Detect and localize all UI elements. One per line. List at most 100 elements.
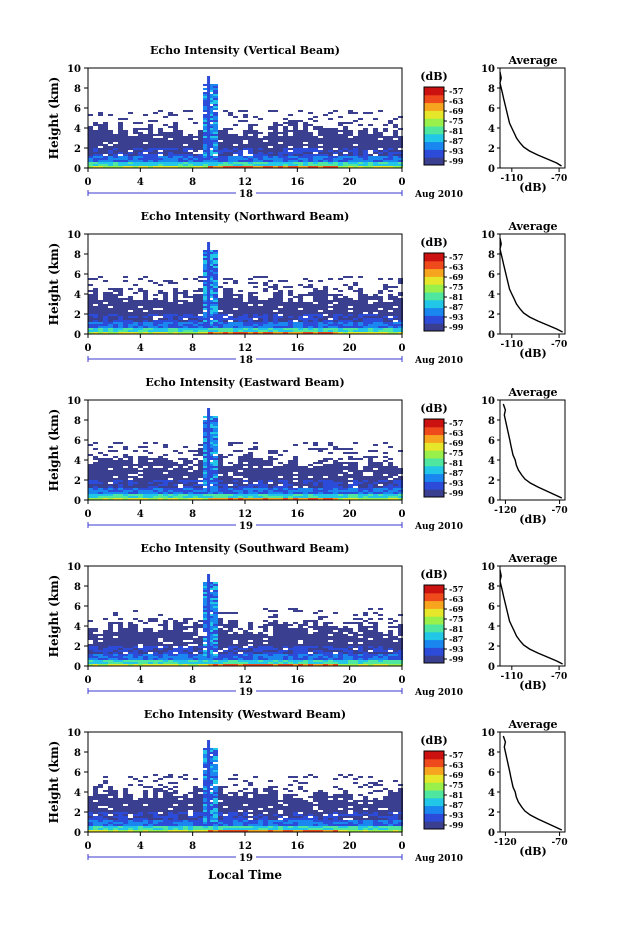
colorbar-tick-label: -81 bbox=[449, 126, 463, 136]
profile-frame bbox=[499, 233, 566, 335]
colorbar-tick-label: -81 bbox=[449, 458, 463, 468]
colorbar-tick-label: -57 bbox=[449, 252, 463, 262]
x-tick-label: 4 bbox=[137, 343, 144, 354]
profile-title: Average bbox=[507, 718, 557, 731]
x-tick-label: 20 bbox=[343, 675, 357, 686]
colorbar-unit: (dB) bbox=[420, 734, 447, 747]
profile-frame bbox=[499, 67, 566, 169]
colorbar bbox=[424, 751, 444, 830]
y-tick-label: 0 bbox=[74, 164, 81, 175]
profile-y-tick-label: 4 bbox=[488, 290, 495, 301]
y-tick-label: 8 bbox=[74, 84, 81, 95]
y-tick-label: 4 bbox=[74, 788, 81, 799]
colorbar-unit: (dB) bbox=[420, 568, 447, 581]
y-tick-label: 2 bbox=[74, 144, 81, 155]
colorbar-tick-label: -93 bbox=[449, 810, 464, 820]
x-tick-label: 8 bbox=[189, 509, 196, 520]
y-tick-label: 8 bbox=[74, 748, 81, 759]
colorbar-tick-label: -57 bbox=[449, 418, 463, 428]
y-tick-label: 2 bbox=[74, 476, 81, 487]
profile-frame bbox=[499, 731, 566, 833]
y-tick-label: 4 bbox=[74, 456, 81, 467]
profile-x-tick-label: -110 bbox=[501, 340, 524, 350]
chart-title: Echo Intensity (Southward Beam) bbox=[141, 542, 350, 555]
profile-x-tick-label: -120 bbox=[494, 838, 517, 848]
month-label: Aug 2010 bbox=[414, 854, 463, 864]
x-tick-label: 12 bbox=[238, 675, 252, 686]
profile-y-tick-label: 8 bbox=[488, 748, 495, 759]
average-profile-line bbox=[502, 403, 563, 499]
x-tick-label: 0 bbox=[399, 841, 406, 852]
profile-y-tick-label: 6 bbox=[488, 104, 495, 115]
x-tick-label: 0 bbox=[85, 841, 92, 852]
profile-title: Average bbox=[507, 552, 557, 565]
y-tick-label: 4 bbox=[74, 290, 81, 301]
profile-x-tick-label: -70 bbox=[551, 672, 567, 682]
profile-y-tick-label: 8 bbox=[488, 250, 495, 261]
panel-4: Echo Intensity (Westward Beam) 0 2 4 6 8 10 Hei… bbox=[47, 708, 568, 864]
x-tick-label: 20 bbox=[343, 841, 357, 852]
month-label: Aug 2010 bbox=[414, 522, 463, 532]
profile-y-tick-label: 0 bbox=[488, 496, 495, 507]
heatmap-field bbox=[88, 574, 403, 666]
y-axis-label: Height (km) bbox=[47, 243, 61, 326]
y-axis-label: Height (km) bbox=[47, 77, 61, 160]
colorbar-tick-label: -81 bbox=[449, 790, 463, 800]
colorbar bbox=[424, 419, 444, 498]
profile-y-tick-label: 8 bbox=[488, 582, 495, 593]
profile-title: Average bbox=[507, 54, 557, 67]
date-label: 19 bbox=[239, 687, 253, 698]
average-profile-line bbox=[499, 569, 563, 665]
average-profile-line bbox=[499, 237, 563, 333]
profile-y-tick-label: 4 bbox=[488, 622, 495, 633]
colorbar bbox=[424, 585, 444, 664]
colorbar-tick-label: -81 bbox=[449, 292, 463, 302]
panel-3: Echo Intensity (Southward Beam) 0 2 4 6 8 10 He… bbox=[47, 542, 567, 698]
colorbar-tick-label: -63 bbox=[449, 760, 464, 770]
colorbar-tick-label: -81 bbox=[449, 624, 463, 634]
profile-y-tick-label: 0 bbox=[488, 662, 495, 673]
colorbar-tick-label: -63 bbox=[449, 262, 464, 272]
convective-spike bbox=[207, 574, 211, 658]
x-tick-label: 0 bbox=[399, 343, 406, 354]
panel-2: Echo Intensity (Eastward Beam) 0 2 4 6 8 10 Hei… bbox=[47, 376, 568, 532]
chart-title: Echo Intensity (Eastward Beam) bbox=[145, 376, 344, 389]
y-tick-label: 4 bbox=[74, 622, 81, 633]
x-tick-label: 4 bbox=[137, 675, 144, 686]
y-tick-label: 0 bbox=[74, 662, 81, 673]
profile-x-tick-label: -70 bbox=[551, 340, 567, 350]
x-tick-label: 0 bbox=[85, 177, 92, 188]
colorbar-frame bbox=[423, 584, 445, 664]
profile-x-label: (dB) bbox=[519, 845, 546, 858]
y-tick-label: 0 bbox=[74, 496, 81, 507]
month-label: Aug 2010 bbox=[414, 688, 463, 698]
colorbar-tick-label: -57 bbox=[449, 750, 463, 760]
profile-y-tick-label: 4 bbox=[488, 124, 495, 135]
profile-x-label: (dB) bbox=[519, 679, 546, 692]
colorbar-tick-label: -99 bbox=[449, 322, 464, 332]
profile-y-tick-label: 0 bbox=[488, 330, 495, 341]
profile-y-tick-label: 10 bbox=[481, 562, 495, 573]
convective-spike bbox=[207, 740, 211, 824]
colorbar-tick-label: -99 bbox=[449, 820, 464, 830]
x-tick-label: 4 bbox=[137, 841, 144, 852]
colorbar-tick-label: -63 bbox=[449, 428, 464, 438]
colorbar-tick-label: -87 bbox=[449, 634, 463, 644]
x-tick-label: 12 bbox=[238, 509, 252, 520]
colorbar-tick-label: -69 bbox=[449, 770, 464, 780]
y-axis-label: Height (km) bbox=[47, 741, 61, 824]
colorbar-tick-label: -93 bbox=[449, 312, 464, 322]
x-tick-label: 4 bbox=[137, 177, 144, 188]
y-tick-label: 2 bbox=[74, 642, 81, 653]
convective-spike bbox=[207, 242, 211, 326]
date-label: 18 bbox=[239, 189, 253, 200]
x-tick-label: 8 bbox=[189, 841, 196, 852]
colorbar bbox=[424, 253, 444, 332]
x-tick-label: 12 bbox=[238, 343, 252, 354]
profile-frame bbox=[499, 399, 566, 501]
colorbar-tick-label: -99 bbox=[449, 654, 464, 664]
x-tick-label: 16 bbox=[290, 177, 304, 188]
colorbar-unit: (dB) bbox=[420, 402, 447, 415]
colorbar-tick-label: -93 bbox=[449, 146, 464, 156]
